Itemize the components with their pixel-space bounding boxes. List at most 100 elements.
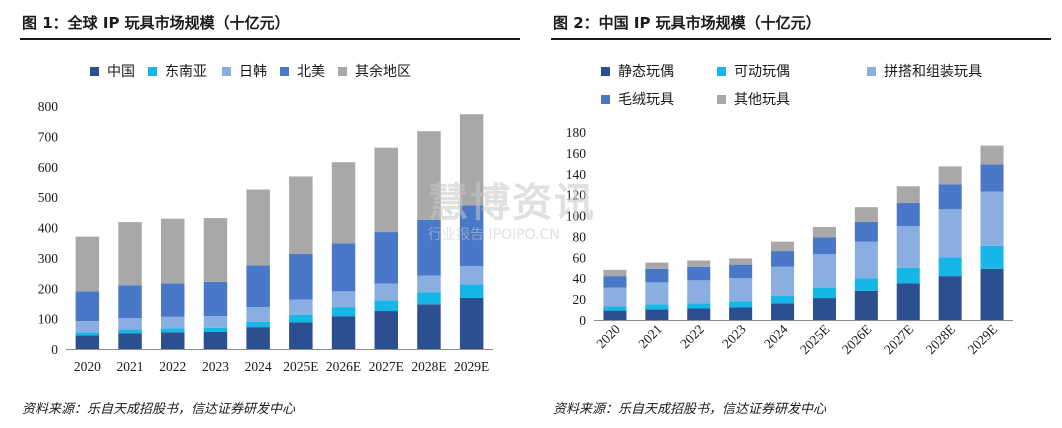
legend-label: 中国 <box>107 64 135 80</box>
x-tick-label: 2022 <box>159 359 186 374</box>
bar-segment <box>645 282 669 305</box>
source-note: 资料来源：乐自天成招股书，信达证券研发中心 <box>22 402 296 417</box>
bar-segment <box>459 266 484 285</box>
legend-swatch <box>338 66 347 76</box>
y-tick-label: 600 <box>38 160 59 175</box>
bar-segment <box>938 276 962 320</box>
x-tick-label: 2026E <box>326 359 361 374</box>
y-tick-label: 400 <box>38 221 59 236</box>
bar-segment <box>161 328 185 333</box>
y-tick-label: 0 <box>579 313 586 328</box>
bar-segment <box>374 300 398 312</box>
bar-segment <box>645 262 669 269</box>
legend-item: 日韩 <box>222 61 267 81</box>
bar-segment <box>603 276 627 288</box>
bar-segment <box>854 221 878 242</box>
bar-segment <box>203 316 228 328</box>
y-tick-label: 140 <box>566 167 587 182</box>
x-tick-label: 2025E <box>283 359 318 374</box>
bar-segment <box>331 243 356 292</box>
x-tick-label: 2021 <box>635 322 665 352</box>
bar-segment <box>603 269 627 277</box>
source-note: 资料来源：乐自天成招股书，信达证券研发中心 <box>553 402 827 417</box>
bar-segment <box>687 280 711 304</box>
bar-segment <box>118 222 142 286</box>
x-tick-label: 2029E <box>965 322 1001 358</box>
bar-segment <box>938 166 962 185</box>
x-tick-label: 2023 <box>719 321 749 351</box>
bar-segment <box>812 237 836 255</box>
bar-segment <box>374 311 398 349</box>
legend-label: 东南亚 <box>165 64 207 80</box>
chart-plot: 0 20 40 60 80 100 120 140 160 180 2020 2021 2022 2023… <box>566 125 1013 358</box>
bar-segment <box>812 287 836 299</box>
legend-label: 其他玩具 <box>734 92 790 108</box>
legend-swatch <box>601 94 610 104</box>
bar-segment <box>771 241 795 252</box>
legend-item: 可动玩偶 <box>717 61 790 81</box>
y-tick-label: 500 <box>38 190 59 205</box>
x-tick-label: 2024 <box>761 321 791 351</box>
legend-label: 其余地区 <box>355 64 411 80</box>
bar-segment <box>289 299 313 315</box>
bar-segment <box>687 266 711 281</box>
bar-segment <box>812 254 836 288</box>
bar-segment <box>417 304 441 349</box>
legend-item: 东南亚 <box>148 61 207 81</box>
x-tick-label: 2025E <box>797 322 833 358</box>
bar-segment <box>459 205 484 267</box>
legend-label: 拼搭和组装玩具 <box>884 64 982 80</box>
bar-segment <box>118 329 142 334</box>
bar-segment <box>980 191 1004 246</box>
title-rule <box>551 38 1051 40</box>
bar-segment <box>603 306 627 311</box>
bar-segment <box>246 265 270 308</box>
y-tick-label: 80 <box>573 229 587 244</box>
bar-segment <box>896 226 920 268</box>
legend-swatch <box>717 66 726 76</box>
bar-segment <box>938 257 962 277</box>
legend-item: 北美 <box>280 61 325 81</box>
bar-segment <box>938 184 962 210</box>
bar-segment <box>854 207 878 222</box>
bar-segment <box>118 333 142 349</box>
bar-segment <box>812 298 836 320</box>
bar-segment <box>896 203 920 226</box>
bar-segment <box>854 278 878 291</box>
bar-segment <box>417 131 441 220</box>
bar-segment <box>374 147 398 233</box>
legend-item: 静态玩偶 <box>601 61 674 81</box>
y-tick-label: 100 <box>566 209 587 224</box>
x-tick-label: 2029E <box>454 359 489 374</box>
bar-segment <box>161 316 185 329</box>
x-tick-label: 2020 <box>74 359 101 374</box>
bar-segment <box>75 335 100 349</box>
bar-segment <box>374 232 398 284</box>
x-tick-label: 2021 <box>117 359 144 374</box>
panel-title: 图 2：中国 IP 玩具市场规模（十亿元） <box>553 14 821 32</box>
bar-segment <box>603 310 627 320</box>
bar-segment <box>75 321 100 333</box>
bar-segment <box>729 307 753 320</box>
bar-segment <box>729 264 753 279</box>
bar-segment <box>289 176 313 254</box>
bar-segment <box>645 304 669 310</box>
bar-segment <box>75 236 100 292</box>
bar-segment <box>896 267 920 284</box>
bar-segment <box>417 292 441 305</box>
bar-segment <box>687 308 711 320</box>
y-tick-label: 120 <box>566 188 587 203</box>
bar-segment <box>459 284 484 298</box>
bar-segment <box>289 314 313 323</box>
bar-segment <box>459 297 484 349</box>
legend-swatch <box>90 66 99 76</box>
y-tick-label: 0 <box>51 342 58 357</box>
bar-segment <box>687 303 711 309</box>
bar-segment <box>729 258 753 265</box>
legend-swatch <box>601 66 610 76</box>
bar-segment <box>417 219 441 276</box>
x-tick-label: 2028E <box>411 359 446 374</box>
bar-segment <box>771 295 795 304</box>
legend-item: 毛绒玩具 <box>601 89 674 109</box>
bar-segment <box>203 281 228 317</box>
